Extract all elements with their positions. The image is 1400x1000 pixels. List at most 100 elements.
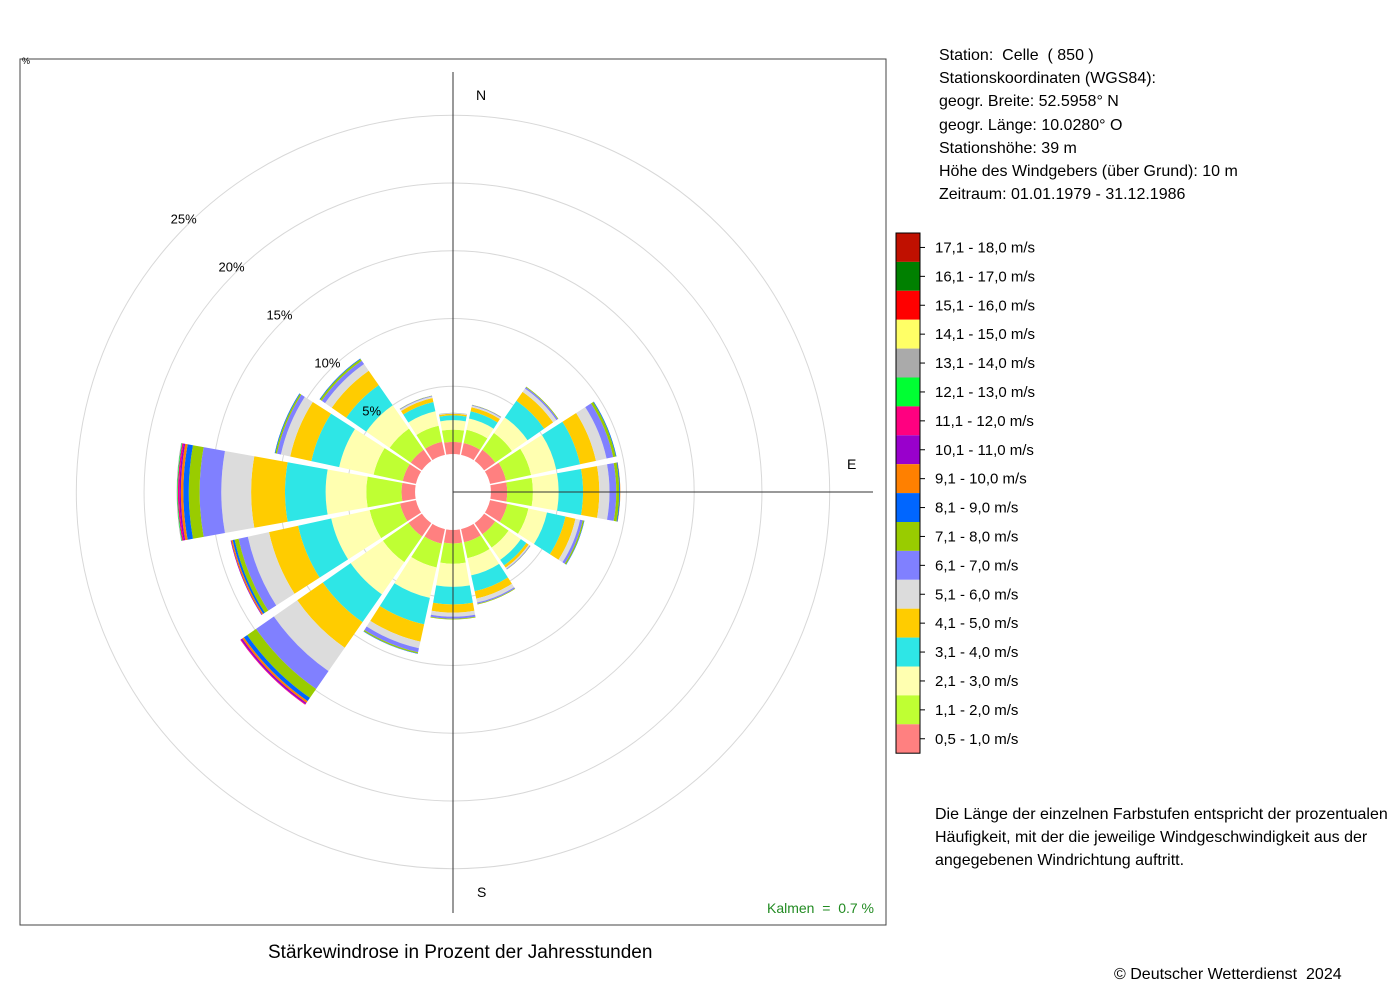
sector-nno-class-2 [463,429,488,450]
sector-ssw-class-3 [394,556,437,598]
calm-label: Kalmen = 0.7 % [767,900,874,916]
sector-s-class-8 [430,616,476,620]
time-period: Zeitraum: 01.01.1979 - 31.12.1986 [939,186,1186,204]
legend-swatch-14 [896,348,920,378]
legend-label-12: 11,1 - 12,0 m/s [935,413,1034,430]
legend-swatch-4 [896,637,920,667]
sector-ssw-class-8 [363,629,419,654]
station-elevation: Stationshöhe: 39 m [939,139,1077,157]
legend-label-8: 7,1 - 8,0 m/s [935,528,1018,545]
sector-nnw-class-1 [425,441,445,461]
sector-nnw-class-4 [403,401,436,423]
legend-label-7: 6,1 - 7,0 m/s [935,557,1018,574]
legend-label-18: 17,1 - 18,0 m/s [935,239,1035,256]
sector-nw-class-8 [320,359,362,401]
sector-so-class-5 [504,543,529,568]
sector-nw-class-5 [331,370,379,418]
plot-frame [19,58,887,926]
sector-no-class-4 [504,400,545,441]
legend-label-4: 3,1 - 4,0 m/s [935,644,1018,661]
sector-w-class-13 [177,443,183,541]
sector-ssw-class-7 [364,626,419,653]
legend-label-10: 9,1 - 10,0 m/s [935,471,1027,488]
sector-sso-class-2 [463,535,490,559]
sector-w-class-8 [188,445,204,539]
sector-oso-class-5 [549,516,576,560]
sector-oso-class-4 [533,512,566,555]
sector-ssw-class-4 [379,583,430,625]
wind-rose-chart: 5% 10% 15% 20% 25% % N E S Kalmen = 0.7 % [19,56,887,926]
sector-ono-class-5 [562,412,596,465]
sector-w-class-6 [221,450,255,534]
sector-nno-class-5 [470,407,500,423]
legend-label-2: 1,1 - 2,0 m/s [935,702,1018,719]
sector-wnw-class-4 [311,413,355,468]
station-name: Station: Celle ( 850 ) [939,47,1094,64]
sector-sso-class-7 [477,587,515,604]
legend-label-15: 14,1 - 15,0 m/s [935,326,1035,343]
legend-label-13: 12,1 - 13,0 m/s [935,384,1035,401]
sector-sw-class-6 [273,600,345,672]
sector-wnw-class-8 [275,393,302,454]
sector-wsw-class-4 [298,518,349,578]
sector-no-class-2 [482,433,512,463]
legend-swatch-13 [896,377,920,407]
sector-no-class-5 [516,391,554,429]
legend-label-5: 4,1 - 5,0 m/s [935,615,1018,632]
sector-sso-class-4 [471,563,508,592]
sector-ssw-class-6 [366,620,421,649]
sector-nnw-class-5 [401,398,434,415]
legend-swatch-18 [896,233,920,262]
sector-sso-class-1 [461,523,481,543]
sector-sso-class-5 [474,577,512,599]
sector-w-class-11 [179,443,186,541]
legend-swatch-11 [896,435,920,465]
sector-ono-class-3 [520,434,557,475]
sector-nno-class-7 [471,405,502,418]
legend-swatch-2 [896,695,920,725]
legend-swatch-16 [896,290,920,320]
legend-label-3: 2,1 - 3,0 m/s [935,673,1018,690]
sector-o-class-10 [617,462,621,522]
sector-sso-class-6 [476,583,515,603]
sector-nnw-class-3 [408,411,439,435]
sector-wsw-class-9 [232,539,265,614]
sector-wnw-class-2 [373,448,410,482]
sector-w-class-5 [251,456,288,528]
station-latitude: geogr. Breite: 52.5958° N [939,93,1119,111]
copyright: © Deutscher Wetterdienst 2024 [1114,966,1342,983]
sector-o-class-9 [616,462,621,522]
sector-wnw-class-7 [276,394,305,455]
sector-so-class-2 [482,521,509,548]
explanation-note: Die Länge der einzelnen Farbstufen entsp… [935,803,1395,873]
sector-wnw-class-1 [402,464,422,484]
sector-w-class-14 [176,443,182,541]
sector-ssw-class-1 [424,523,445,544]
sector-so-class-3 [491,530,521,560]
sector-so-class-6 [505,544,530,569]
station-info: Station: Celle ( 850 ) Stationskoordinat… [939,44,1238,206]
sector-w-class-4 [284,462,328,522]
radial-tick-label-25: 25% [171,212,197,227]
sector-n-class-7 [438,412,468,415]
note-line-1: Die Länge der einzelnen Farbstufen entsp… [935,806,1388,823]
sector-wsw-class-6 [247,532,295,606]
sector-no-class-1 [474,449,496,471]
legend-swatch-8 [896,522,920,551]
sector-wnw-class-3 [339,429,385,475]
sector-so-class-1 [474,513,496,535]
sector-n-class-8 [438,412,468,415]
speed-legend: 17,1 - 18,0 m/s 16,1 - 17,0 m/s 15,1 - 16,… [895,232,1035,754]
legend-swatch-9 [896,493,920,522]
legend-swatch-10 [896,464,920,494]
legend-swatch-6 [896,579,920,609]
sector-ono-class-7 [585,403,614,459]
radial-tick-label-15: 15% [266,307,292,322]
sector-sw-class-5 [297,582,363,648]
legend-frame [895,232,921,754]
compass-label-n: N [476,87,486,103]
note-line-2: Häufigkeit, mit der die jeweilige Windge… [935,829,1368,847]
sector-oso-class-2 [499,503,529,534]
sector-nw-class-1 [410,449,432,471]
sector-nw-class-6 [325,364,369,408]
